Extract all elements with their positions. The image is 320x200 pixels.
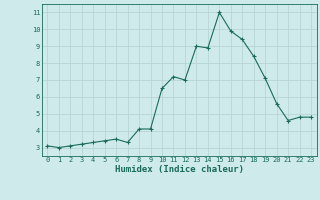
X-axis label: Humidex (Indice chaleur): Humidex (Indice chaleur): [115, 165, 244, 174]
